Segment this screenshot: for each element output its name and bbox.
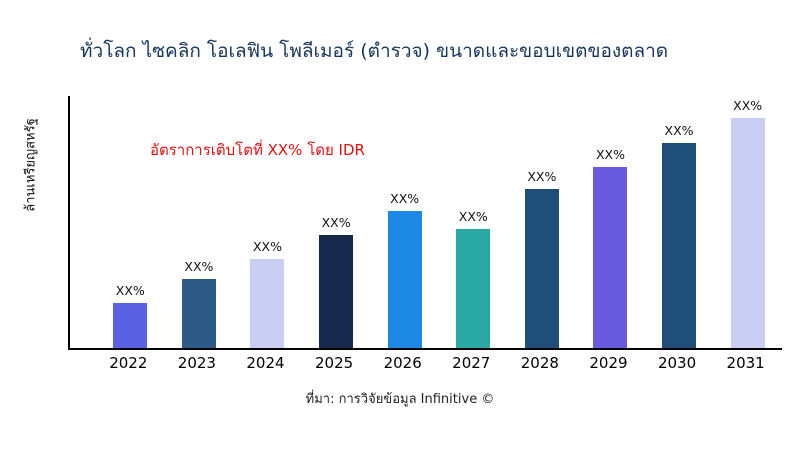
x-tick-2028: 2028	[520, 354, 559, 372]
bar-slot-2027: XX%	[456, 209, 491, 348]
bar-value-label: XX%	[321, 215, 351, 230]
growth-annotation: อัตราการเติบโตที่ XX% โดย IDR	[150, 141, 365, 159]
bar-slot-2028: XX%	[524, 169, 559, 348]
x-tick-2029: 2029	[589, 354, 628, 372]
x-tick-2022: 2022	[109, 354, 148, 372]
bar-value-label: XX%	[390, 191, 420, 206]
bar-value-label: XX%	[733, 98, 763, 113]
x-axis-ticks: 2022 2023 2024 2025 2026 2027 2028 2029 2030 2031	[68, 354, 780, 372]
bar-value-label: XX%	[252, 239, 282, 254]
bar-value-label: XX%	[527, 169, 557, 184]
bar-2030	[662, 143, 697, 348]
bar-2029	[593, 167, 628, 348]
x-tick-2025: 2025	[314, 354, 354, 372]
bar-value-label: XX%	[595, 147, 625, 162]
x-tick-2027: 2027	[452, 354, 491, 372]
bar-2024	[250, 259, 285, 348]
bar-2023	[181, 279, 216, 348]
x-tick-2026: 2026	[383, 354, 422, 372]
bar-value-label: XX%	[115, 283, 145, 298]
x-tick-2024: 2024	[246, 354, 285, 372]
bar-slot-2030: XX%	[662, 123, 697, 348]
bar-slot-2024: XX%	[250, 239, 285, 348]
bar-2025	[319, 235, 354, 348]
bar-slot-2023: XX%	[181, 259, 216, 348]
chart-title: ทั่วโลก ไซคลิก โอเลฟิน โพลีเมอร์ (ตำรวจ)…	[80, 40, 669, 62]
x-tick-2023: 2023	[177, 354, 216, 372]
bar-slot-2022: XX%	[113, 283, 148, 348]
bar-value-label: XX%	[458, 209, 488, 224]
bar-slot-2031: XX%	[730, 98, 765, 348]
bar-2027	[456, 229, 491, 348]
bar-slot-2026: XX%	[387, 191, 422, 348]
plot-area: อัตราการเติบโตที่ XX% โดย IDR XX% XX% XX% X…	[68, 96, 782, 350]
bar-2028	[524, 189, 559, 348]
y-axis-label: ล้านเหรียญสหรัฐ	[23, 118, 39, 212]
bar-2022	[113, 303, 148, 348]
bar-2026	[387, 211, 422, 348]
source-text: ที่มา: การวิจัยข้อมูล Infinitive ©	[305, 392, 495, 407]
bar-2031	[730, 118, 765, 348]
bar-slot-2025: XX%	[319, 215, 354, 348]
bars-container: XX% XX% XX% XX% XX% XX% XX% XX% XX% XX%	[70, 96, 782, 348]
x-tick-2030: 2030	[657, 354, 697, 372]
bar-value-label: XX%	[664, 123, 694, 138]
bar-value-label: XX%	[184, 259, 214, 274]
x-tick-2031: 2031	[726, 354, 765, 372]
bar-slot-2029: XX%	[593, 147, 628, 348]
